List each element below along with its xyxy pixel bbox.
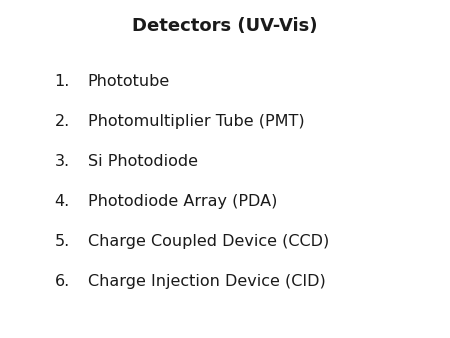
Text: 3.: 3. (54, 154, 70, 169)
Text: Phototube: Phototube (88, 74, 170, 89)
Text: Photodiode Array (PDA): Photodiode Array (PDA) (88, 194, 277, 209)
Text: Detectors (UV-Vis): Detectors (UV-Vis) (132, 17, 318, 35)
Text: 4.: 4. (54, 194, 70, 209)
Text: 6.: 6. (54, 274, 70, 289)
Text: 2.: 2. (54, 114, 70, 129)
Text: 1.: 1. (54, 74, 70, 89)
Text: Charge Injection Device (CID): Charge Injection Device (CID) (88, 274, 325, 289)
Text: Charge Coupled Device (CCD): Charge Coupled Device (CCD) (88, 234, 329, 249)
Text: Si Photodiode: Si Photodiode (88, 154, 198, 169)
Text: Photomultiplier Tube (PMT): Photomultiplier Tube (PMT) (88, 114, 304, 129)
Text: 5.: 5. (54, 234, 70, 249)
